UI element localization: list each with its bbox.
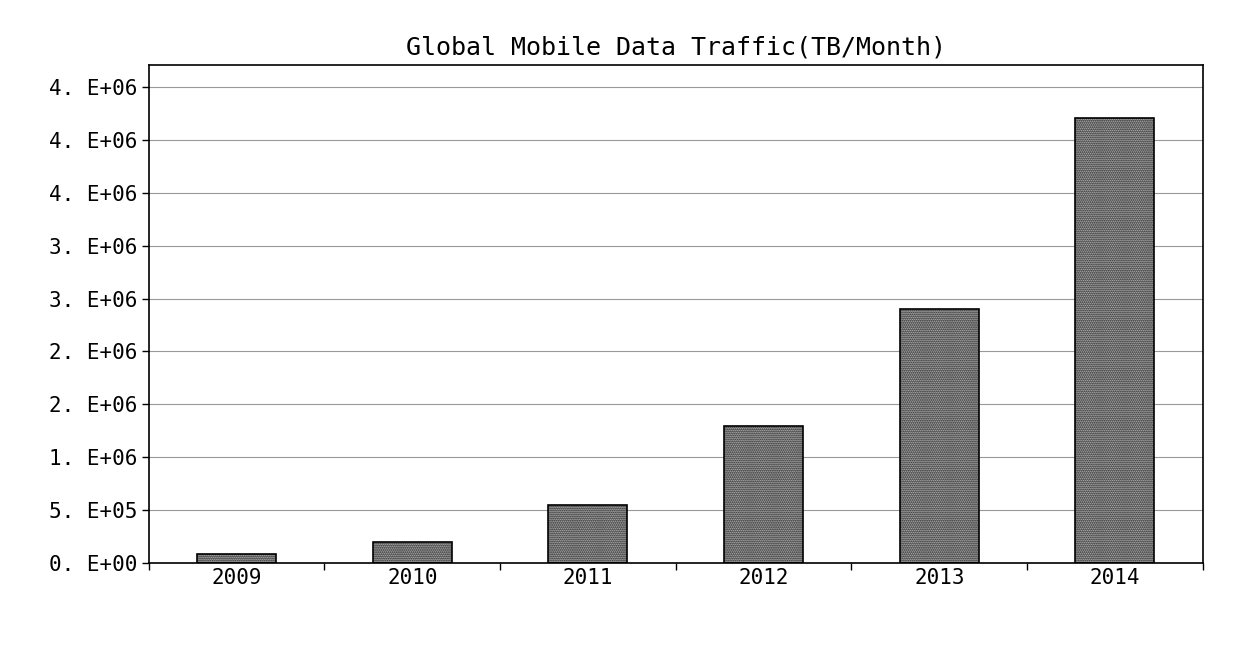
Bar <box>197 553 277 563</box>
Bar <box>373 542 451 563</box>
Title: Global Mobile Data Traffic(TB/Month): Global Mobile Data Traffic(TB/Month) <box>405 35 946 60</box>
Bar <box>548 505 627 563</box>
Bar <box>1075 119 1154 563</box>
Bar <box>724 426 804 563</box>
Bar <box>900 309 978 563</box>
